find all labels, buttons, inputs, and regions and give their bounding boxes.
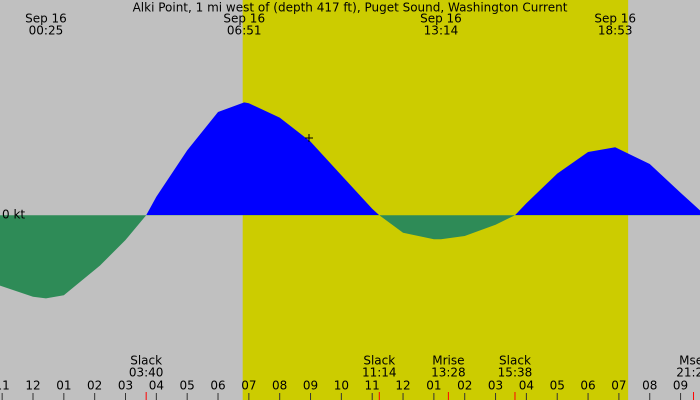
date-label: Sep 16 <box>594 12 636 26</box>
chart-title: Alki Point, 1 mi west of (depth 417 ft),… <box>133 1 568 15</box>
event-time: 15:38 <box>498 366 533 380</box>
event-time: 21:25 <box>676 366 700 380</box>
date-label: Sep 16 <box>420 12 462 26</box>
x-tick-label: 01 <box>426 379 441 393</box>
x-tick-label: 07 <box>241 379 256 393</box>
x-tick-label: 12 <box>395 379 410 393</box>
date-label: Sep 16 <box>223 12 265 26</box>
x-tick-label: 05 <box>180 379 195 393</box>
event-time: 11:14 <box>362 366 397 380</box>
x-tick-label: 04 <box>519 379 534 393</box>
x-tick-label: 03 <box>118 379 133 393</box>
now-marker <box>305 134 313 142</box>
event-time: 03:40 <box>129 366 164 380</box>
current-area <box>0 102 700 299</box>
x-tick-label: 09 <box>673 379 688 393</box>
x-tick-label: 11 <box>365 379 380 393</box>
time-label: 00:25 <box>29 24 64 38</box>
x-tick-label: 04 <box>149 379 164 393</box>
time-label: 13:14 <box>424 24 459 38</box>
x-tick-label: 02 <box>87 379 102 393</box>
event-name: Slack <box>499 354 531 368</box>
x-tick-label: 03 <box>488 379 503 393</box>
event-time: 13:28 <box>431 366 466 380</box>
x-tick-label: 02 <box>457 379 472 393</box>
time-label: 06:51 <box>227 24 262 38</box>
x-tick-label: 09 <box>303 379 318 393</box>
event-name: Mrise <box>432 354 464 368</box>
time-label: 18:53 <box>598 24 633 38</box>
x-tick-label: 05 <box>550 379 565 393</box>
date-label: Sep 16 <box>25 12 67 26</box>
event-name: Slack <box>130 354 162 368</box>
x-tick-label: 07 <box>611 379 626 393</box>
x-tick-label: 06 <box>580 379 595 393</box>
x-tick-label: 10 <box>334 379 349 393</box>
x-tick-label: 08 <box>272 379 287 393</box>
event-name: Mset <box>679 354 700 368</box>
x-tick-label: 12 <box>25 379 40 393</box>
x-tick-label: 11 <box>0 379 10 393</box>
x-tick-label: 06 <box>210 379 225 393</box>
event-name: Slack <box>363 354 395 368</box>
x-tick-label: 08 <box>642 379 657 393</box>
y-tick-label: 0 kt <box>2 208 25 222</box>
x-tick-label: 01 <box>56 379 71 393</box>
